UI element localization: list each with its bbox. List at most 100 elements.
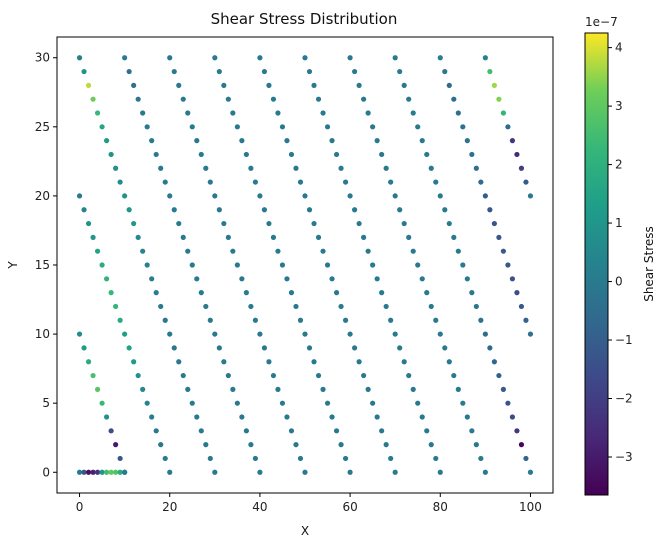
- scatter-point: [243, 151, 249, 158]
- scatter-point: [491, 82, 497, 88]
- scatter-point: [194, 276, 200, 282]
- chart-title: Shear Stress Distribution: [211, 10, 398, 28]
- scatter-point: [135, 234, 141, 240]
- scatter-point: [198, 428, 204, 434]
- scatter-point: [266, 220, 272, 227]
- colorbar-tick-label: 4: [615, 41, 623, 55]
- scatter-point: [437, 55, 443, 61]
- colorbar-scale-label: 1e−7: [585, 15, 618, 29]
- scatter-point: [288, 290, 295, 296]
- scatter-point: [338, 442, 344, 448]
- scatter-point: [487, 345, 493, 351]
- scatter-point: [180, 372, 186, 379]
- scatter-point: [108, 290, 114, 296]
- x-tick-label: 60: [342, 500, 357, 514]
- scatter-point: [176, 220, 182, 227]
- scatter-point: [104, 414, 110, 420]
- scatter-point: [302, 331, 308, 337]
- scatter-point: [415, 400, 421, 406]
- scatter-point: [315, 234, 322, 240]
- scatter-point: [243, 428, 249, 434]
- scatter-point: [189, 262, 195, 268]
- scatter-point: [401, 359, 407, 365]
- scatter-point: [365, 386, 371, 392]
- scatter-point: [135, 372, 141, 379]
- scatter-point: [176, 82, 182, 88]
- scatter-point: [491, 220, 497, 227]
- scatter-point: [365, 110, 371, 116]
- scatter-point: [311, 220, 317, 227]
- colorbar-ticks: −3 −2 −1 0 1 2 3 4: [608, 41, 633, 464]
- scatter-point: [424, 428, 430, 434]
- scatter-point: [518, 303, 525, 310]
- scatter-point: [306, 345, 313, 351]
- scatter-point: [374, 138, 380, 144]
- colorbar: [584, 32, 609, 496]
- scatter-point: [383, 442, 389, 448]
- scatter-point: [437, 193, 443, 199]
- scatter-point: [446, 359, 452, 365]
- scatter-point: [158, 165, 164, 171]
- scatter-point: [297, 455, 304, 462]
- scatter-point: [108, 151, 114, 158]
- scatter-point: [76, 331, 83, 337]
- scatter-point: [401, 82, 407, 88]
- scatter-point: [473, 303, 479, 310]
- scatter-point: [392, 193, 398, 199]
- colorbar-tick-label: 3: [615, 99, 623, 113]
- scatter-point: [279, 124, 286, 130]
- scatter-point: [266, 359, 272, 365]
- scatter-point: [356, 359, 362, 365]
- scatter-point: [455, 248, 461, 254]
- scatter-point: [167, 193, 173, 199]
- scatter-point: [347, 55, 353, 61]
- scatter-point: [162, 455, 168, 462]
- scatter-point: [451, 96, 457, 102]
- scatter-point: [149, 276, 155, 282]
- scatter-point: [81, 469, 87, 475]
- scatter-point: [329, 276, 335, 282]
- scatter-point: [437, 331, 443, 337]
- scatter-point: [320, 386, 326, 392]
- scatter-point: [266, 82, 272, 88]
- scatter-point: [527, 331, 534, 337]
- scatter-point: [203, 303, 209, 310]
- scatter-point: [388, 455, 394, 462]
- scatter-point: [180, 234, 186, 240]
- scatter-point: [212, 469, 218, 475]
- scatter-point: [347, 331, 353, 337]
- scatter-point: [185, 386, 191, 392]
- scatter-point: [464, 138, 470, 144]
- scatter-point: [415, 262, 421, 268]
- scatter-point: [248, 303, 254, 310]
- x-axis-ticks: 0 20 40 60 80 100: [76, 493, 542, 514]
- scatter-point: [270, 372, 277, 379]
- y-tick-label: 25: [35, 120, 50, 134]
- scatter-point: [500, 248, 506, 254]
- scatter-point: [361, 234, 367, 240]
- scatter-point: [500, 386, 506, 392]
- scatter-point: [94, 110, 101, 116]
- y-tick-label: 30: [35, 51, 50, 65]
- scatter-point: [383, 303, 389, 310]
- scatter-point: [442, 207, 448, 213]
- scatter-point: [144, 400, 150, 406]
- colorbar-tick-label: −2: [615, 392, 633, 406]
- scatter-point: [442, 68, 448, 75]
- scatter-point: [279, 400, 286, 406]
- scatter-point: [333, 428, 340, 434]
- scatter-point: [81, 345, 87, 351]
- scatter-point: [419, 276, 425, 282]
- colorbar-tick-label: 1: [615, 216, 623, 230]
- scatter-point: [252, 455, 258, 462]
- scatter-point: [243, 290, 249, 296]
- scatter-point: [401, 220, 407, 227]
- scatter-point: [460, 262, 466, 268]
- scatter-point: [207, 317, 213, 323]
- scatter-point: [230, 386, 236, 392]
- x-axis-label: X: [301, 524, 309, 538]
- scatter-point: [76, 193, 83, 199]
- scatter-point: [162, 317, 168, 323]
- scatter-point: [162, 179, 168, 185]
- scatter-point: [324, 262, 331, 268]
